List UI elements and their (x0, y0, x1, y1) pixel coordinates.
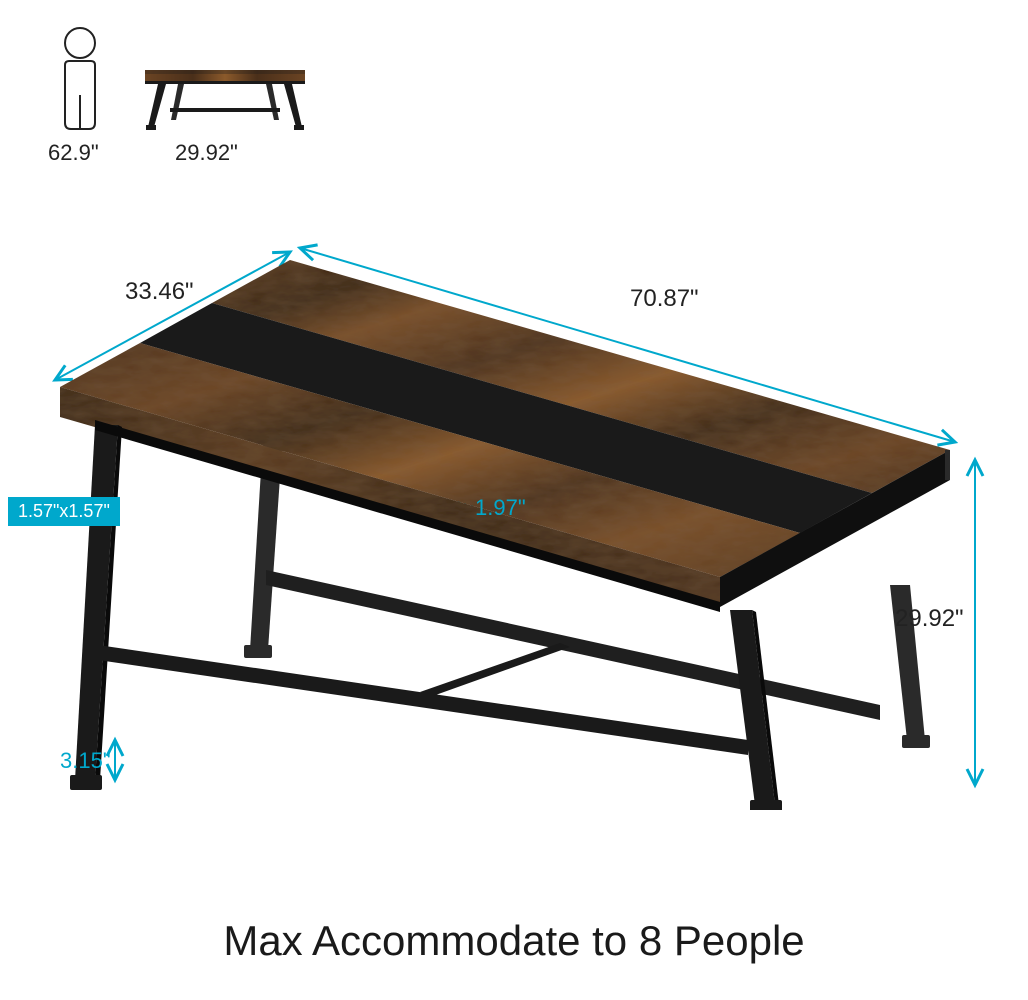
foot-height-dimension-label: 3.15" (60, 748, 111, 774)
length-dimension-label: 70.87" (630, 285, 699, 313)
small-table-height-label: 29.92" (175, 140, 238, 166)
infographic-canvas: 62.9" 29.92" (0, 0, 1028, 1000)
person-height-label: 62.9" (48, 140, 99, 166)
main-table-illustration (40, 250, 980, 810)
thickness-dimension-label: 1.97" (475, 495, 526, 521)
leg-cross-section-badge: 1.57"x1.57" (8, 497, 120, 526)
caption-text: Max Accommodate to 8 People (0, 917, 1028, 965)
small-table-reference-icon (140, 65, 310, 135)
width-dimension-label: 33.46" (125, 278, 194, 306)
height-dimension-label: 29.92" (895, 605, 964, 633)
person-icon (55, 25, 105, 135)
